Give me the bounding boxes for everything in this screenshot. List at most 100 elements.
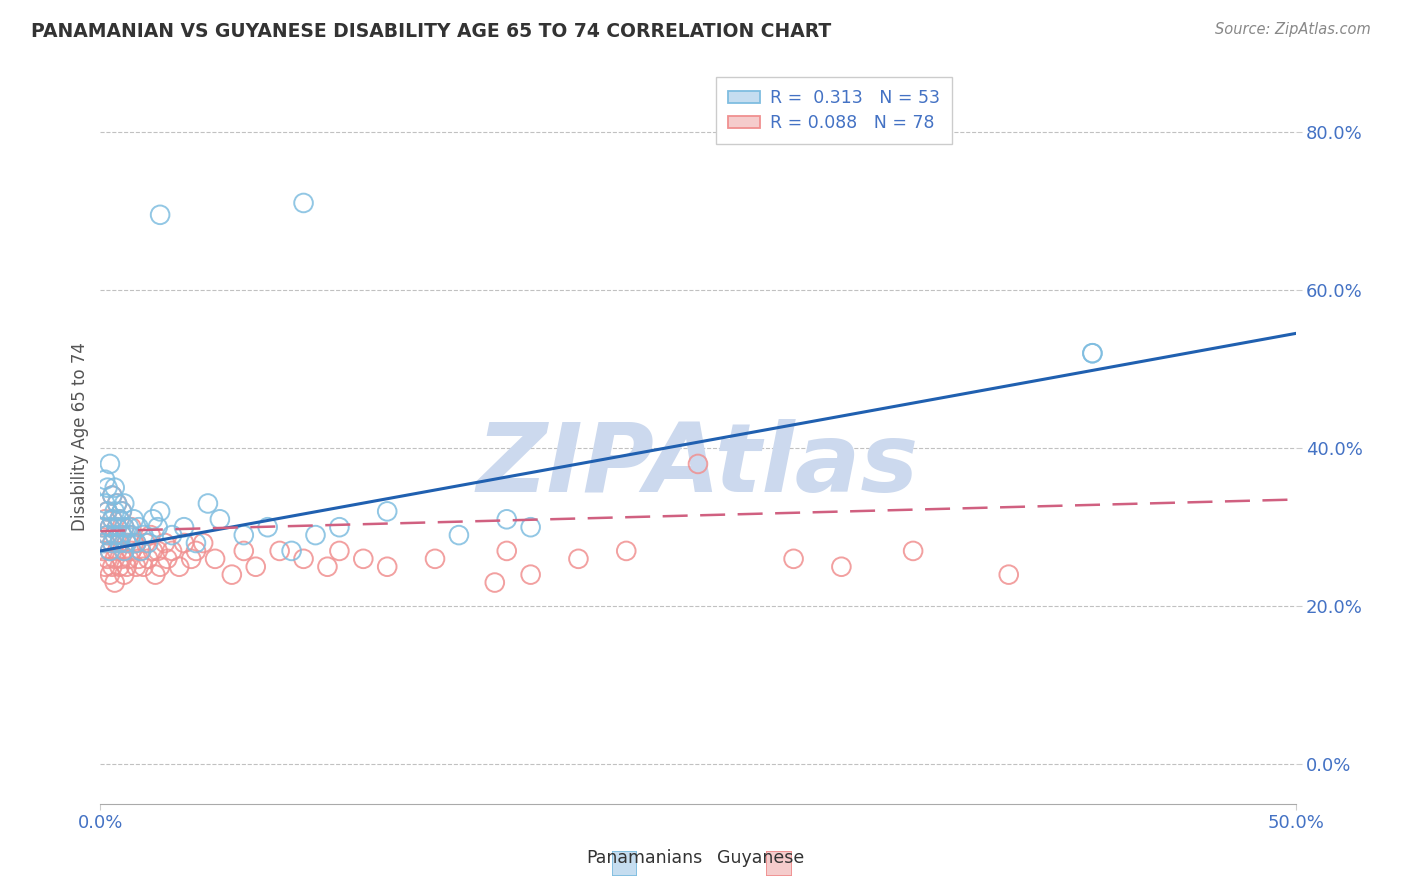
Text: Panamanians: Panamanians: [586, 849, 703, 867]
Point: [160, 528, 183, 542]
Text: ZIPAtlas: ZIPAtlas: [477, 419, 920, 512]
Point: [112, 520, 135, 534]
Point: [111, 551, 134, 566]
Point: [136, 551, 159, 566]
Point: [901, 544, 924, 558]
Point: [375, 504, 398, 518]
Point: [115, 536, 138, 550]
Point: [104, 504, 127, 518]
Point: [118, 551, 141, 566]
Point: [184, 544, 207, 558]
Point: [156, 551, 179, 566]
Text: PANAMANIAN VS GUYANESE DISABILITY AGE 65 TO 74 CORRELATION CHART: PANAMANIAN VS GUYANESE DISABILITY AGE 65…: [31, 22, 831, 41]
Point: [132, 559, 155, 574]
Point: [91, 544, 114, 558]
Point: [125, 536, 148, 550]
Point: [112, 544, 135, 558]
Point: [111, 528, 134, 542]
Point: [105, 496, 128, 510]
Point: [129, 544, 152, 558]
Point: [129, 544, 152, 558]
Point: [146, 544, 169, 558]
Point: [101, 512, 124, 526]
Point: [135, 536, 157, 550]
Point: [423, 551, 446, 566]
Point: [108, 559, 131, 574]
Point: [91, 520, 114, 534]
Point: [108, 512, 131, 526]
Point: [104, 528, 127, 542]
Point: [128, 520, 150, 534]
Point: [115, 559, 138, 574]
Point: [118, 520, 141, 534]
Point: [94, 496, 117, 510]
Point: [111, 504, 134, 518]
Point: [782, 551, 804, 566]
Point: [96, 481, 118, 495]
Point: [519, 520, 541, 534]
Point: [101, 489, 124, 503]
Point: [149, 504, 172, 518]
Point: [160, 544, 183, 558]
Point: [143, 567, 166, 582]
Point: [98, 520, 121, 534]
Point: [104, 551, 127, 566]
Point: [495, 512, 517, 526]
Point: [484, 575, 506, 590]
Point: [232, 544, 254, 558]
Point: [208, 512, 231, 526]
Point: [104, 528, 127, 542]
Point: [153, 536, 176, 550]
Point: [105, 496, 128, 510]
Text: Guyanese: Guyanese: [717, 849, 804, 867]
Point: [122, 536, 145, 550]
Point: [120, 520, 142, 534]
Point: [149, 208, 172, 222]
Point: [91, 536, 114, 550]
Point: [101, 512, 124, 526]
Point: [98, 520, 121, 534]
Point: [96, 528, 118, 542]
Point: [120, 544, 142, 558]
Point: [125, 559, 148, 574]
Point: [221, 567, 243, 582]
Point: [105, 544, 128, 558]
Point: [128, 551, 150, 566]
Point: [142, 544, 165, 558]
Legend: R =  0.313   N = 53, R = 0.088   N = 78: R = 0.313 N = 53, R = 0.088 N = 78: [716, 78, 952, 145]
Point: [375, 559, 398, 574]
Point: [104, 481, 127, 495]
Point: [96, 551, 118, 566]
Point: [112, 567, 135, 582]
Point: [173, 520, 195, 534]
Point: [447, 528, 470, 542]
Point: [245, 559, 267, 574]
Point: [132, 528, 155, 542]
Point: [98, 457, 121, 471]
Point: [96, 504, 118, 518]
Point: [567, 551, 589, 566]
Point: [280, 544, 302, 558]
Point: [96, 504, 118, 518]
Point: [614, 544, 637, 558]
Point: [139, 528, 162, 542]
Point: [180, 551, 202, 566]
Point: [94, 559, 117, 574]
Point: [256, 520, 278, 534]
Point: [104, 575, 127, 590]
Point: [125, 536, 148, 550]
Point: [105, 520, 128, 534]
Point: [495, 544, 517, 558]
Point: [101, 536, 124, 550]
Y-axis label: Disability Age 65 to 74: Disability Age 65 to 74: [72, 342, 89, 531]
Point: [120, 528, 142, 542]
Point: [112, 520, 135, 534]
Point: [108, 512, 131, 526]
Point: [304, 528, 326, 542]
Point: [316, 559, 339, 574]
Point: [105, 520, 128, 534]
Point: [98, 544, 121, 558]
Point: [111, 504, 134, 518]
Point: [98, 544, 121, 558]
Point: [112, 544, 135, 558]
